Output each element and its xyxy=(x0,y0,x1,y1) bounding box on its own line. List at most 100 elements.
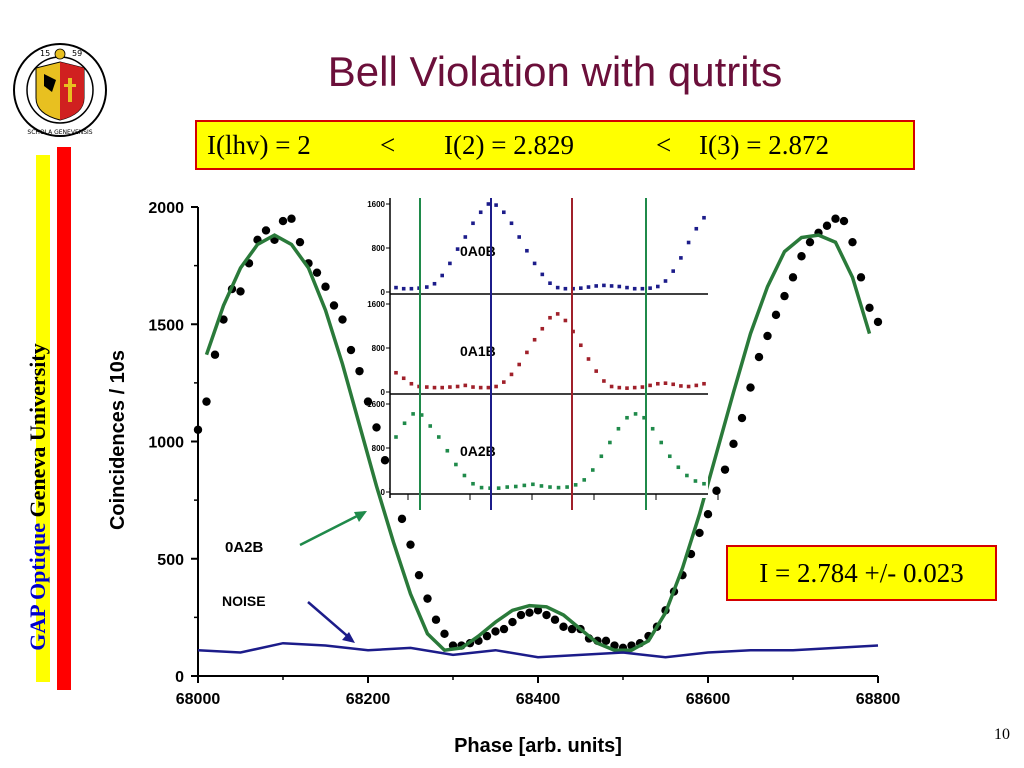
inset-panel-label: 0A1B xyxy=(460,343,496,359)
data-point xyxy=(295,237,305,247)
page-number: 10 xyxy=(994,726,1010,743)
inset-point-0a2b xyxy=(582,478,587,482)
inset-point-0a2b xyxy=(479,485,484,490)
inset-point-0a0b xyxy=(502,210,506,215)
data-point xyxy=(533,606,543,615)
sidebar-red-bar xyxy=(57,147,71,690)
data-point xyxy=(559,622,568,631)
inset-point-0a0b xyxy=(686,240,691,245)
annotation-0a2b: 0A2B xyxy=(225,539,264,556)
x-axis-label: Phase [arb. units] xyxy=(454,735,622,757)
data-point xyxy=(278,216,288,226)
inset-point-0a2b xyxy=(428,424,433,428)
inset-point-0a2b xyxy=(650,426,655,431)
inset-point-0a1b xyxy=(409,381,414,386)
inequality-box: I(lhv) = 2 < I(2) = 2.829 < I(3) = 2.872 xyxy=(195,120,915,170)
inset-point-0a0b xyxy=(609,284,614,288)
inset-point-0a2b xyxy=(445,448,450,453)
inset-point-0a1b xyxy=(594,369,598,373)
inset-point-0a0b xyxy=(671,269,675,273)
inset-point-0a0b xyxy=(455,247,460,251)
data-point xyxy=(848,237,857,247)
inset-point-0a0b xyxy=(532,261,537,266)
data-point xyxy=(516,610,526,620)
inset-panel-label: 0A0B xyxy=(460,243,496,259)
inset-point-0a1b xyxy=(440,385,444,390)
inset-point-0a2b xyxy=(522,483,527,488)
inset-y-tick-label: 1600 xyxy=(367,200,385,209)
inset-point-0a1b xyxy=(432,385,437,390)
inset-point-0a2b xyxy=(462,473,467,478)
inset-point-0a0b xyxy=(602,283,606,288)
inset-point-0a0b xyxy=(571,286,575,291)
inset-point-0a1b xyxy=(548,315,552,320)
ineq-lt1: < xyxy=(380,130,396,160)
inset-point-0a0b xyxy=(679,256,683,260)
slide-title: Bell Violation with qutrits xyxy=(327,48,783,95)
data-point xyxy=(312,268,322,277)
inset-point-0a2b xyxy=(573,483,578,487)
data-point xyxy=(550,615,560,624)
inset-point-0a2b xyxy=(642,415,646,420)
inset-point-0a0b xyxy=(548,281,552,285)
data-point xyxy=(329,301,339,310)
inset-point-0a0b xyxy=(494,203,498,207)
data-point xyxy=(423,594,432,603)
inset-point-0a0b xyxy=(517,235,521,239)
inset-point-0a2b xyxy=(539,484,544,488)
ineq-lhv: I(lhv) = 2 xyxy=(207,130,311,160)
x-tick-label: 68600 xyxy=(686,691,731,708)
inset-point-0a0b xyxy=(401,286,406,291)
svg-text:59: 59 xyxy=(72,49,82,58)
inset-point-0a1b xyxy=(555,312,560,316)
data-point xyxy=(805,237,815,247)
data-point xyxy=(193,425,203,434)
inset-point-0a2b xyxy=(394,435,398,439)
inset-point-0a2b xyxy=(454,462,458,467)
inset-point-0a2b xyxy=(693,479,698,483)
inset-point-0a1b xyxy=(448,385,452,389)
y-tick-label: 1500 xyxy=(148,317,184,334)
inset-point-0a1b xyxy=(679,384,683,388)
inset-point-0a0b xyxy=(648,286,652,290)
inset-point-0a2b xyxy=(702,481,706,486)
data-point xyxy=(763,331,772,341)
inset-point-0a1b xyxy=(640,385,645,389)
inset-y-tick-label: 800 xyxy=(372,344,386,353)
data-point xyxy=(737,413,747,423)
inset-point-0a1b xyxy=(517,362,521,367)
inset-point-0a1b xyxy=(478,385,483,390)
data-point xyxy=(491,627,500,636)
inset-point-0a1b xyxy=(471,385,475,389)
inset-point-0a2b xyxy=(436,435,441,439)
y-tick-label: 2000 xyxy=(148,200,184,217)
inset-point-0a0b xyxy=(694,226,699,231)
inset-point-0a0b xyxy=(594,284,598,288)
inset-point-0a1b xyxy=(401,376,406,381)
inset-point-0a2b xyxy=(402,421,407,426)
inset-point-0a0b xyxy=(579,286,583,290)
data-point xyxy=(321,282,330,291)
inset-point-0a1b xyxy=(671,382,675,387)
inset-point-0a0b xyxy=(555,285,560,290)
inset-point-0a1b xyxy=(609,384,614,389)
annotation-arrow-0a2b xyxy=(299,510,366,547)
data-point xyxy=(380,456,390,465)
inset-point-0a1b xyxy=(571,329,575,334)
inset-point-0a2b xyxy=(625,415,629,420)
data-point xyxy=(363,397,373,406)
data-point xyxy=(780,291,789,301)
y-tick-label: 1000 xyxy=(148,435,184,452)
x-tick-label: 68200 xyxy=(346,691,391,708)
inset-point-0a1b xyxy=(525,350,529,355)
inset-point-0a0b xyxy=(702,215,706,220)
data-point xyxy=(754,352,764,362)
inset-point-0a0b xyxy=(586,285,591,289)
inset-point-0a1b xyxy=(502,380,506,384)
inset-point-0a2b xyxy=(608,440,612,445)
data-point xyxy=(788,273,798,282)
inset-point-0a0b xyxy=(425,285,429,289)
inset-point-0a1b xyxy=(625,386,629,390)
inset-y-tick-label: 800 xyxy=(372,444,386,453)
inset-y-tick-label: 0 xyxy=(381,288,386,297)
